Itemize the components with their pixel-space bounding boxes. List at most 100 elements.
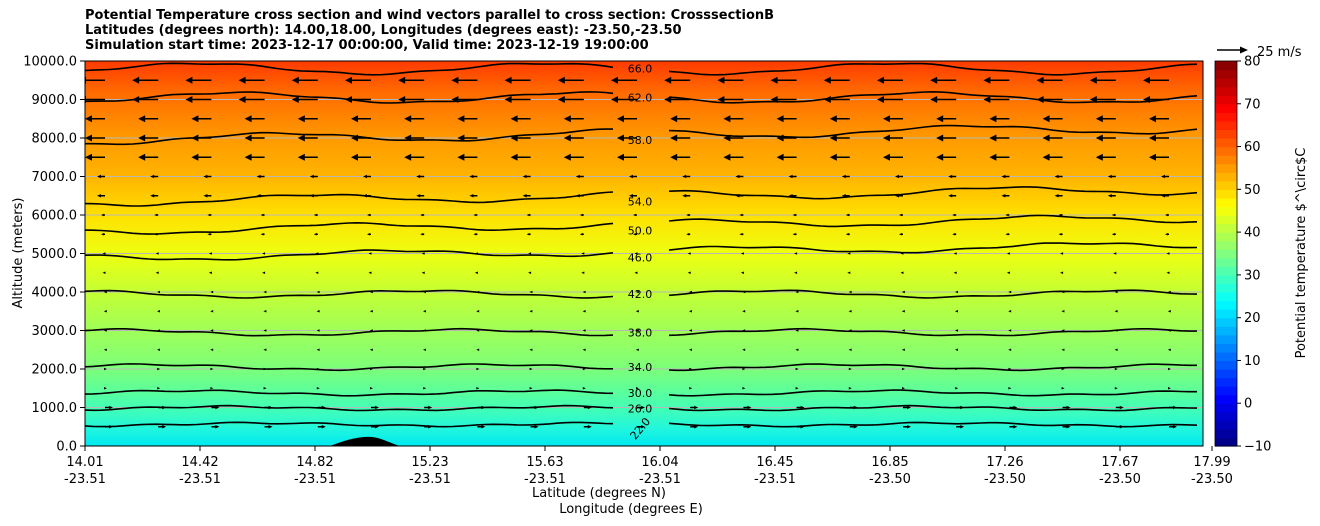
wind-vector-head [1168, 387, 1171, 390]
colorbar-swatch [1215, 317, 1237, 327]
wind-vector-head [1008, 310, 1012, 313]
colorbar-swatch [1215, 189, 1237, 199]
wind-vector-head [794, 252, 798, 255]
wind-vector-head [1168, 367, 1171, 371]
colorbar-tick-label: 30 [1244, 268, 1261, 283]
wind-vector-head [316, 290, 320, 294]
contour-line [668, 214, 1198, 228]
y-tick-label: 4000.0 [32, 286, 78, 301]
wind-vector-head [953, 271, 957, 274]
wind-vector-head [528, 252, 532, 255]
wind-vector-head [823, 76, 831, 84]
wind-vector-head [473, 213, 477, 217]
wind-vector-head [735, 193, 740, 198]
wind-vector-head [740, 252, 744, 255]
wind-vector-head [582, 348, 586, 351]
x-tick-label-lon: -23.51 [524, 472, 566, 487]
colorbar-tick-label: 10 [1244, 354, 1261, 369]
x-tick-label-lon: -23.50 [984, 472, 1026, 487]
wind-vector-head [899, 213, 902, 217]
contour-label: 42.0 [628, 288, 653, 301]
x-tick-label-lat: 14.42 [181, 455, 218, 470]
wind-vector-head [1173, 405, 1177, 410]
wind-vector-head [742, 348, 746, 351]
wind-vector-head [421, 252, 425, 255]
wind-vector-head [244, 134, 252, 142]
wind-vector-head [689, 310, 692, 313]
wind-vector-head [1149, 115, 1156, 123]
wind-vector-head [154, 213, 158, 217]
wind-vector-head [629, 174, 633, 179]
wind-vector-head [633, 233, 636, 236]
wind-vector-head [848, 329, 852, 332]
wind-vector-head [1114, 329, 1118, 332]
wind-vector-head [416, 174, 421, 179]
x-axis-label-longitude: Longitude (degrees E) [559, 502, 703, 517]
wind-vector-head [670, 115, 678, 123]
contour-label: 46.0 [628, 251, 653, 264]
wind-vector-head [268, 424, 273, 429]
wind-vector-head [740, 271, 744, 274]
wind-vector-head [474, 271, 478, 274]
wind-vector-head [210, 290, 214, 294]
wind-vector-head [1111, 233, 1115, 236]
wind-vector-head [723, 134, 731, 142]
wind-vector-head [370, 367, 373, 371]
wind-vector-head [423, 367, 427, 371]
colorbar-swatch [1215, 146, 1237, 156]
wind-vector-head [345, 96, 352, 103]
wind-vector-head [244, 153, 252, 161]
wind-vector-head [481, 424, 486, 429]
colorbar-swatch [1215, 411, 1237, 421]
wind-vector-head [1165, 233, 1168, 236]
wind-vector-head [689, 348, 692, 351]
wind-vector-head [1008, 387, 1012, 390]
colorbar-swatch [1215, 78, 1237, 88]
wind-vector-head [215, 424, 220, 429]
colorbar-swatch [1215, 197, 1237, 208]
wind-vector-head [770, 76, 778, 84]
wind-vector-head [948, 174, 953, 179]
wind-vector-head [102, 271, 106, 274]
wind-vector-head [1114, 310, 1118, 313]
colorbar-swatch [1215, 360, 1237, 370]
wind-vector-head [581, 252, 585, 255]
wind-vector-head [262, 252, 266, 255]
wind-vector-head [534, 424, 539, 429]
wind-vector-head [1173, 424, 1177, 429]
wind-vector-head [297, 134, 305, 142]
y-tick-label: 3000.0 [32, 324, 78, 339]
colorbar-tick-label: 70 [1244, 97, 1261, 112]
colorbar-swatch [1215, 283, 1237, 293]
wind-vector-head [670, 153, 678, 161]
wind-vector-head [845, 233, 849, 236]
wind-vector-head [792, 213, 796, 217]
contour-line [668, 327, 1197, 337]
contour-label: 38.0 [628, 326, 653, 339]
contour-line [85, 327, 614, 337]
contour-label: 34.0 [628, 361, 653, 374]
wind-vector-head [162, 424, 167, 429]
wind-vector-head [260, 233, 264, 236]
wind-vector-head [1060, 271, 1064, 274]
colorbar-swatch [1215, 394, 1237, 404]
wind-vector-head [617, 115, 624, 123]
wind-vector-head [157, 310, 160, 313]
x-tick-label-lat: 16.04 [641, 455, 678, 470]
wind-vector-head [877, 96, 884, 103]
wind-vector-head [1114, 290, 1118, 294]
wind-vector-head [238, 76, 246, 84]
wind-vector-head [368, 271, 372, 274]
wind-vector-head [936, 153, 944, 161]
colorbar-swatch [1215, 172, 1237, 182]
wind-vector-head [776, 115, 784, 123]
wind-vector-head [611, 96, 618, 103]
title-line-3: Simulation start time: 2023-12-17 00:00:… [85, 38, 649, 53]
contour-line [668, 90, 1198, 104]
wind-vector-head [109, 424, 113, 429]
wind-vector-head [375, 424, 379, 429]
wind-vector-head [101, 233, 104, 236]
wind-vector-head [582, 290, 586, 294]
wind-vector-head [955, 329, 958, 332]
wind-vector-head [952, 233, 956, 236]
